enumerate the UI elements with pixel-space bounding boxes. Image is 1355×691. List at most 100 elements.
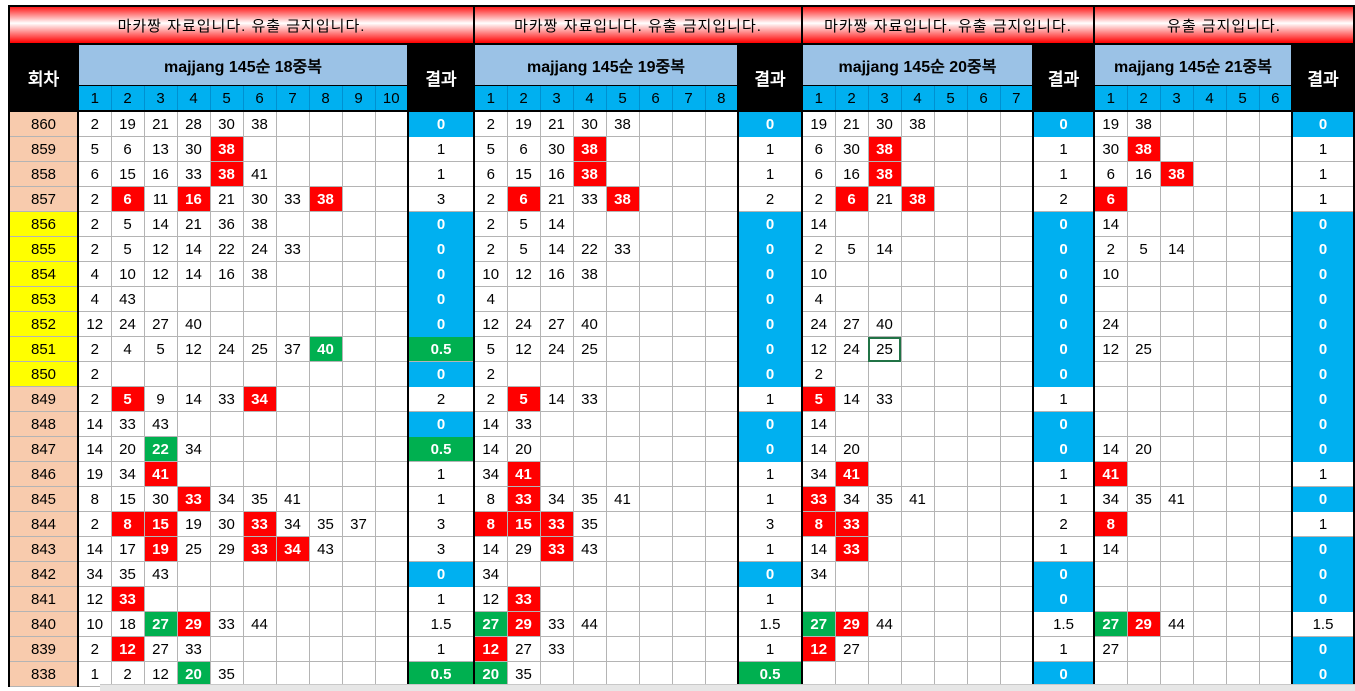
number-cell[interactable]: 33 <box>242 536 277 562</box>
empty-cell[interactable] <box>1192 386 1227 412</box>
empty-cell[interactable] <box>176 561 211 587</box>
empty-cell[interactable] <box>704 311 739 337</box>
empty-cell[interactable] <box>1159 361 1194 387</box>
number-cell[interactable]: 16 <box>143 161 178 187</box>
result-cell[interactable]: 0 <box>737 361 803 387</box>
empty-cell[interactable] <box>341 161 376 187</box>
number-cell[interactable]: 33 <box>605 236 640 262</box>
result-cell[interactable]: 0 <box>1291 636 1355 662</box>
number-cell[interactable]: 43 <box>143 561 178 587</box>
number-cell[interactable]: 22 <box>572 236 607 262</box>
number-cell[interactable]: 27 <box>1093 611 1128 637</box>
round-number-cell[interactable]: 849 <box>8 386 79 412</box>
empty-cell[interactable] <box>1258 461 1293 487</box>
empty-cell[interactable] <box>1225 536 1260 562</box>
number-cell[interactable]: 10 <box>473 261 508 287</box>
number-cell[interactable]: 33 <box>176 636 211 662</box>
empty-cell[interactable] <box>638 236 673 262</box>
empty-cell[interactable] <box>1093 586 1128 612</box>
empty-cell[interactable] <box>867 436 902 462</box>
number-cell[interactable]: 4 <box>801 286 836 312</box>
empty-cell[interactable] <box>999 336 1034 362</box>
number-cell[interactable]: 15 <box>110 161 145 187</box>
result-cell[interactable]: 1.5 <box>737 611 803 637</box>
empty-cell[interactable] <box>867 286 902 312</box>
number-cell[interactable]: 38 <box>900 186 935 212</box>
empty-cell[interactable] <box>275 636 310 662</box>
number-cell[interactable]: 12 <box>110 636 145 662</box>
empty-cell[interactable] <box>704 236 739 262</box>
number-cell[interactable]: 37 <box>341 511 376 537</box>
empty-cell[interactable] <box>638 336 673 362</box>
empty-cell[interactable] <box>341 361 376 387</box>
empty-cell[interactable] <box>341 336 376 362</box>
empty-cell[interactable] <box>1192 661 1227 687</box>
empty-cell[interactable] <box>704 186 739 212</box>
empty-cell[interactable] <box>900 361 935 387</box>
number-cell[interactable]: 41 <box>275 486 310 512</box>
number-cell[interactable]: 27 <box>801 611 836 637</box>
number-cell[interactable]: 34 <box>801 561 836 587</box>
empty-cell[interactable] <box>374 186 409 212</box>
empty-cell[interactable] <box>1225 661 1260 687</box>
number-cell[interactable]: 44 <box>572 611 607 637</box>
empty-cell[interactable] <box>1225 636 1260 662</box>
number-cell[interactable]: 14 <box>1093 436 1128 462</box>
empty-cell[interactable] <box>1258 211 1293 237</box>
result-cell[interactable]: 0 <box>737 261 803 287</box>
number-cell[interactable]: 12 <box>801 336 836 362</box>
result-cell[interactable]: 1 <box>1032 461 1095 487</box>
empty-cell[interactable] <box>374 311 409 337</box>
number-cell[interactable]: 33 <box>110 586 145 612</box>
empty-cell[interactable] <box>867 561 902 587</box>
round-number-cell[interactable]: 853 <box>8 286 79 312</box>
empty-cell[interactable] <box>999 110 1034 137</box>
empty-cell[interactable] <box>1192 586 1227 612</box>
empty-cell[interactable] <box>242 461 277 487</box>
number-cell[interactable]: 40 <box>176 311 211 337</box>
number-cell[interactable]: 2 <box>473 186 508 212</box>
empty-cell[interactable] <box>801 586 836 612</box>
empty-cell[interactable] <box>933 536 968 562</box>
result-cell[interactable]: 1 <box>737 636 803 662</box>
empty-cell[interactable] <box>605 286 640 312</box>
number-cell[interactable]: 2 <box>473 110 508 137</box>
empty-cell[interactable] <box>374 561 409 587</box>
empty-cell[interactable] <box>966 661 1001 687</box>
empty-cell[interactable] <box>341 386 376 412</box>
empty-cell[interactable] <box>242 661 277 687</box>
empty-cell[interactable] <box>834 211 869 237</box>
empty-cell[interactable] <box>1225 211 1260 237</box>
round-number-cell[interactable]: 842 <box>8 561 79 587</box>
empty-cell[interactable] <box>834 261 869 287</box>
number-cell[interactable]: 35 <box>308 511 343 537</box>
empty-cell[interactable] <box>933 436 968 462</box>
empty-cell[interactable] <box>605 211 640 237</box>
empty-cell[interactable] <box>999 386 1034 412</box>
number-cell[interactable]: 19 <box>801 110 836 137</box>
number-cell[interactable]: 44 <box>867 611 902 637</box>
number-cell[interactable]: 41 <box>605 486 640 512</box>
empty-cell[interactable] <box>374 411 409 437</box>
empty-cell[interactable] <box>1093 661 1128 687</box>
result-cell[interactable]: 0 <box>1032 336 1095 362</box>
empty-cell[interactable] <box>867 261 902 287</box>
number-cell[interactable]: 19 <box>110 110 145 137</box>
result-cell[interactable]: 0 <box>737 311 803 337</box>
empty-cell[interactable] <box>308 611 343 637</box>
empty-cell[interactable] <box>1225 286 1260 312</box>
number-cell[interactable]: 10 <box>801 261 836 287</box>
empty-cell[interactable] <box>1192 561 1227 587</box>
number-cell[interactable]: 19 <box>77 461 112 487</box>
empty-cell[interactable] <box>341 461 376 487</box>
empty-cell[interactable] <box>933 661 968 687</box>
empty-cell[interactable] <box>704 561 739 587</box>
empty-cell[interactable] <box>933 136 968 162</box>
number-cell[interactable]: 5 <box>801 386 836 412</box>
empty-cell[interactable] <box>704 261 739 287</box>
empty-cell[interactable] <box>1159 636 1194 662</box>
result-cell[interactable]: 0 <box>1032 561 1095 587</box>
empty-cell[interactable] <box>638 511 673 537</box>
empty-cell[interactable] <box>704 286 739 312</box>
empty-cell[interactable] <box>308 386 343 412</box>
